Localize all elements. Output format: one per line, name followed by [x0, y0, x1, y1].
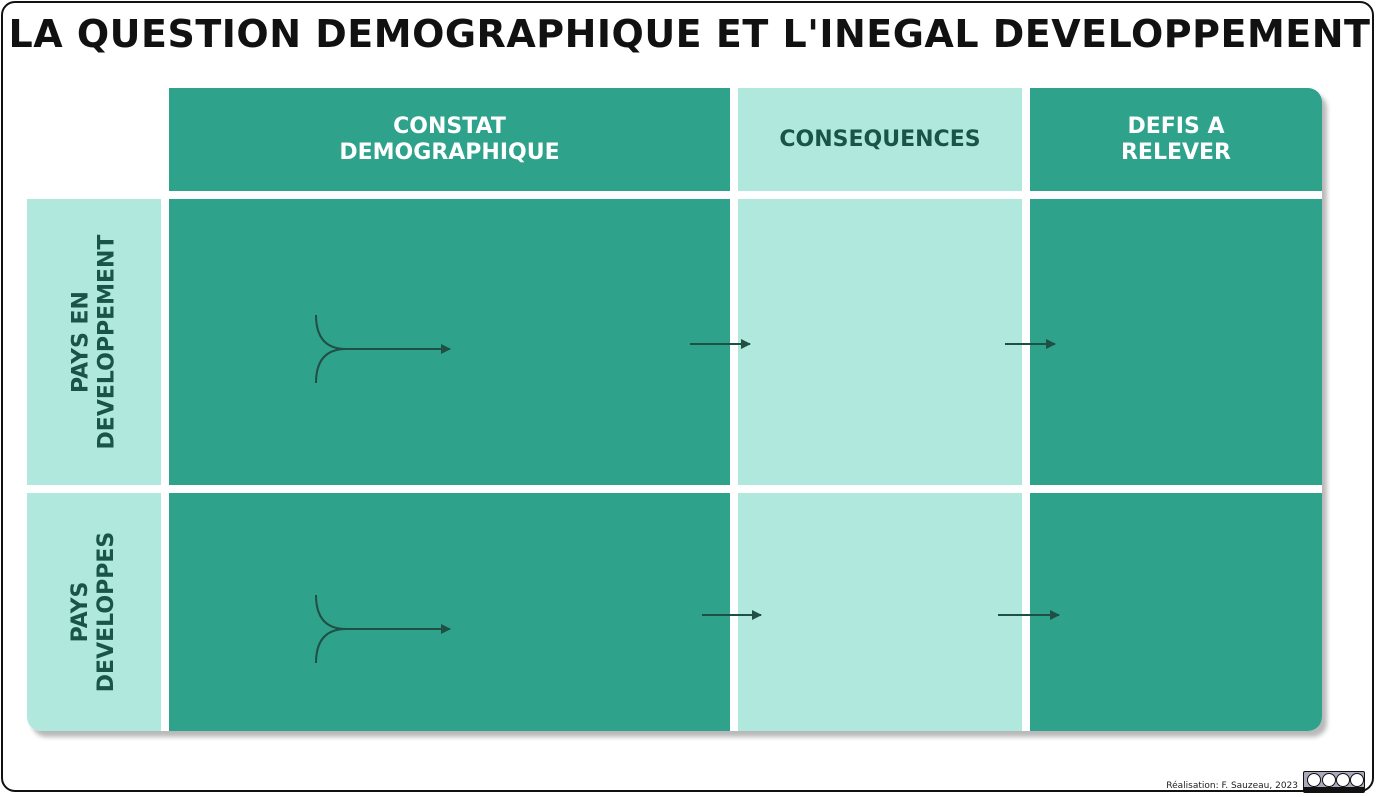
credit-text: Réalisation: F. Sauzeau, 2023: [1166, 781, 1298, 791]
column-header-consequences-label: CONSEQUENCES: [779, 126, 981, 152]
merge-arrow-icon: [315, 594, 451, 664]
cell-developpes-consequences: [738, 493, 1022, 731]
cell-developpement-consequences: [738, 199, 1022, 485]
cc-license-icon: [1303, 771, 1365, 793]
column-header-defis-line2: RELEVER: [1120, 139, 1231, 165]
diagram-grid: CONSTAT DEMOGRAPHIQUE CONSEQUENCES DEFIS…: [27, 88, 1322, 731]
column-header-consequences: CONSEQUENCES: [738, 88, 1022, 191]
merge-arrow-icon: [315, 314, 451, 384]
column-header-constat: CONSTAT DEMOGRAPHIQUE: [169, 88, 730, 191]
page-title: LA QUESTION DEMOGRAPHIQUE ET L'INEGAL DE…: [8, 12, 1371, 56]
cell-developpes-defis: [1030, 493, 1322, 731]
column-header-constat-line1: CONSTAT: [393, 113, 506, 139]
column-header-constat-line2: DEMOGRAPHIQUE: [339, 139, 560, 165]
row-header-pays-developpes: PAYS DEVELOPPES: [27, 493, 161, 731]
cell-developpement-defis: [1030, 199, 1322, 485]
row-header-pays-en-developpement: PAYS EN DEVELOPPEMENT: [27, 199, 161, 485]
cell-developpes-constat: [169, 493, 730, 731]
cell-developpement-constat: [169, 199, 730, 485]
column-header-defis-line1: DEFIS A: [1127, 113, 1225, 139]
column-header-defis: DEFIS A RELEVER: [1030, 88, 1322, 191]
